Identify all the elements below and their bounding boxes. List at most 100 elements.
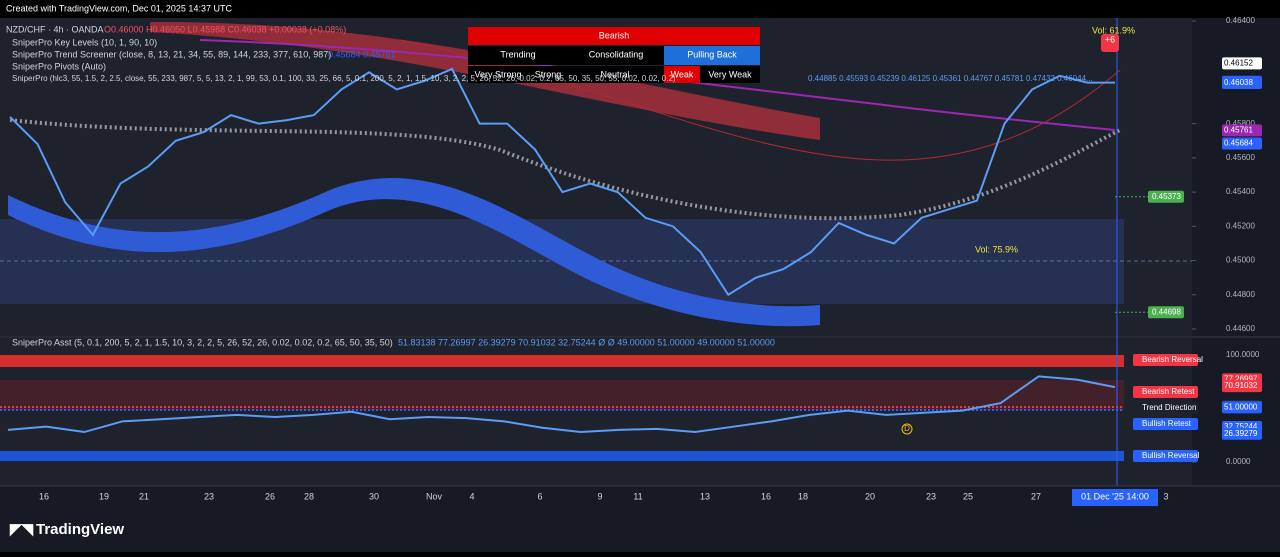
bear-zone [0,355,1124,367]
x-tick-label: 27 [1031,491,1041,501]
y-tick-label: 0.46400 [1226,16,1255,25]
y-tick-label: 0.44800 [1226,290,1255,299]
axis-tag: 0.45761 [1224,125,1253,134]
axis-tag: 51.00000 [1224,403,1258,412]
indicator: SniperPro Key Levels (10, 1, 90, 10) [12,37,157,47]
y-tick-label: 100.0000 [1226,350,1260,359]
cell-highlight [664,66,700,83]
axis-tag: 77.26997 [1224,374,1258,383]
x-axis: 16 19 21 23 26 28 30 Nov 4 6 9 11 13 16 18 20 23 25 27 3 [39,491,1169,501]
table-cell: Trending [500,49,535,59]
x-tick-label: 20 [865,491,875,501]
axis-tag: 26.39279 [1224,429,1258,438]
x-tick-label: 9 [597,491,602,501]
cursor-label: 01 Dec '25 14:00 [1081,491,1149,501]
badge-bg [1101,34,1119,52]
header: Created with TradingView.com, Dec 01, 20… [6,3,232,13]
axis-tag: 0.45684 [1224,139,1253,148]
axis-tag-bg [1222,401,1262,414]
price-line [9,67,1115,297]
blue-band [8,178,820,327]
table-cell: Strong [535,69,562,79]
marker: D [904,424,910,433]
footer: TradingView [36,521,124,538]
table-cell: Pulling Back [687,49,737,59]
y-tick-label: 0.45800 [1226,119,1255,128]
price-line [7,375,1116,434]
x-tick-label: 6 [537,491,542,501]
y-tick-label: 0.45600 [1226,153,1255,162]
table-title-bg [468,27,760,45]
symbol: NZD/CHF · 4h · OANDA [6,24,104,34]
osc-band [0,380,1124,410]
tag-bg [1133,386,1198,398]
zone-tag: Bearish Reversal [1142,355,1203,364]
indicator: SniperPro (hlc3, 55, 1.5, 2, 2.5, close,… [12,74,676,83]
y-tick-label: 0.44600 [1226,324,1255,333]
y-tick-label: 0.45000 [1226,256,1255,265]
table-cell: Very Strong [474,69,521,79]
level-tag-bg [1148,190,1184,203]
axis-tag: 0.46038 [1224,78,1253,87]
level-tag: 0.44698 [1152,307,1181,316]
indicator-values: 0.45684 0.45761 [328,49,396,59]
axis-tag-bg [1222,427,1262,440]
x-tick-label: 16 [39,491,49,501]
indicator-values: 0.44885 0.45593 0.45239 0.46125 0.45361 … [808,74,1093,83]
tag-bg [1133,402,1198,414]
x-tick-label: 4 [469,491,474,501]
x-tick-label: 30 [369,491,379,501]
indicator: SniperPro Asst (5, 0.1, 200, 5, 2, 1, 1.… [12,337,393,347]
axis-tag-bg [1222,76,1262,89]
x-tick-label: 23 [926,491,936,501]
logo-mark: ◤◥ [9,521,34,538]
zone-tag: Bullish Reversal [1142,451,1200,460]
axis-tag: 32.75244 [1224,422,1258,431]
axis-tag-bg [1222,380,1262,393]
volume-label: Vol: 75.9% [975,244,1018,254]
zone-tag: Bullish Retest [1142,419,1192,428]
axis-tag-bg [1222,137,1262,150]
indicator: SniperPro Pivots (Auto) [12,61,106,71]
zone-tag: Bearish Retest [1142,387,1195,396]
x-tick-label: 16 [761,491,771,501]
header-bar [0,0,1280,18]
table-cell: Weak [671,69,694,79]
cursor-label-bg [1072,489,1158,506]
bull-zone [0,451,1124,461]
cell-highlight [664,46,760,65]
table-cell: Neutral [600,69,629,79]
indicator-values: 51.83138 77.26997 26.39279 70.91032 32.7… [398,337,775,347]
y-tick-label: 0.45200 [1226,221,1255,230]
axis-tag: 70.91032 [1224,381,1258,390]
x-tick-label: 11 [633,491,642,501]
y-tick-label: 0.45400 [1226,187,1255,196]
x-tick-label: 21 [139,491,149,501]
axis-tag: 0.46152 [1224,59,1253,68]
zone-tag: Trend Direction [1142,403,1196,412]
axis-tag-bg [1222,57,1262,70]
chart-layer: 0.46400 0.45800 0.45600 0.45400 0.45200 0.450… [7,16,1262,466]
y-tick-label: 0.0000 [1226,457,1251,466]
x-tick-label: 13 [700,491,710,501]
x-tick-label: 28 [304,491,314,501]
table-cell: Consolidating [589,49,644,59]
tag-bg [1133,450,1198,462]
x-tick-label: 19 [99,491,109,501]
table-title: Bearish [599,30,630,40]
level-tag: 0.45373 [1152,192,1181,201]
x-tick-label: 23 [204,491,214,501]
indicator: SniperPro Trend Screener (close, 8, 13, … [12,49,331,59]
axis-tag-bg [1222,124,1262,137]
level-tag-bg [1148,306,1184,319]
x-tick-label: 18 [798,491,808,501]
badge: +6 [1105,34,1115,44]
x-tick-label: 26 [265,491,275,501]
x-tick-label: Nov [426,491,443,501]
x-tick-label: 25 [963,491,973,501]
ohlc: O0.46000 H0.46050 L0.45988 C0.46038 +0.0… [104,24,346,34]
volume-label: Vol: 61.9% [1092,25,1135,35]
tag-bg [1133,354,1198,366]
table-cell: Very Weak [708,69,752,79]
